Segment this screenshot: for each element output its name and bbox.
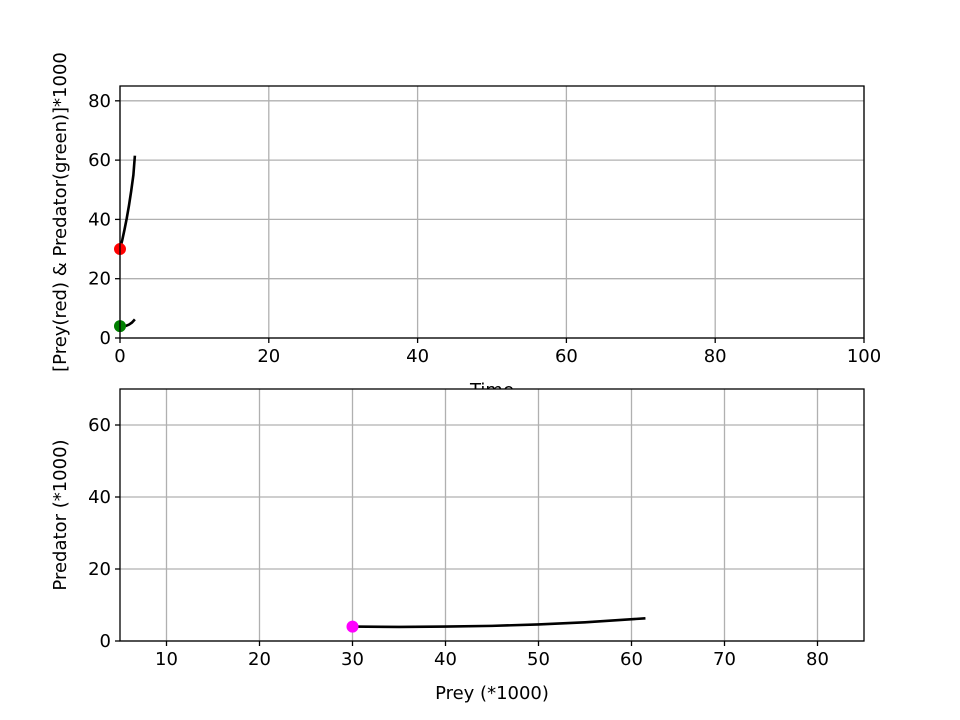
y-tick-label: 20 [88, 269, 111, 290]
y-tick-label: 20 [88, 559, 111, 580]
x-tick-label: 70 [713, 649, 736, 670]
x-tick-label: 50 [527, 649, 550, 670]
y-tick-label: 60 [88, 415, 111, 436]
x-tick-label: 20 [248, 649, 271, 670]
y-axis-label: [Prey(red) & Predator(green)]*1000 [50, 52, 71, 372]
x-tick-label: 0 [114, 346, 125, 367]
time-series-panel: 020406080100020406080Time[Prey(red) & Pr… [50, 52, 881, 401]
x-tick-label: 10 [155, 649, 178, 670]
y-tick-label: 80 [88, 91, 111, 112]
x-tick-label: 80 [806, 649, 829, 670]
y-tick-label: 60 [88, 150, 111, 171]
x-axis-label: Prey (*1000) [435, 683, 549, 704]
y-tick-label: 40 [88, 487, 111, 508]
x-tick-label: 60 [620, 649, 643, 670]
x-tick-label: 40 [406, 346, 429, 367]
series-line-0 [118, 155, 137, 250]
x-tick-label: 20 [257, 346, 280, 367]
x-tick-label: 80 [704, 346, 727, 367]
y-axis-label: Predator (*1000) [50, 439, 71, 590]
y-tick-label: 0 [100, 328, 111, 349]
x-tick-label: 60 [555, 346, 578, 367]
y-tick-label: 0 [100, 631, 111, 652]
phase-plot-panel: 10 20 30 40 50 60 70 80 0 20 40 60 Prey (*1000) Preda… [50, 388, 865, 704]
series-line-0 [352, 617, 646, 629]
y-tick-label: 40 [88, 209, 111, 230]
axes-frame [119, 388, 865, 642]
axes-frame [119, 85, 865, 339]
x-tick-label: 40 [434, 649, 457, 670]
axes-background [120, 389, 864, 641]
x-tick-label: 100 [847, 346, 881, 367]
x-tick-label: 30 [341, 649, 364, 670]
data-point-marker-0 [346, 620, 359, 633]
